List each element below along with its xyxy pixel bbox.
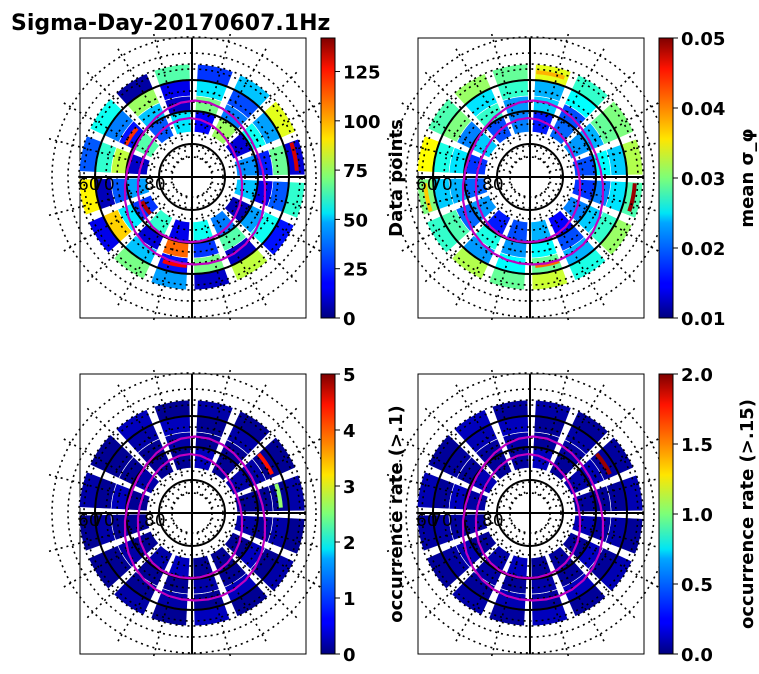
grid-circle-outer [416,63,644,291]
colorbar-tick-label: 100 [343,112,381,133]
colorbar-tick-label: 1.0 [681,505,713,526]
colorbar: 0 1 2 3 4 5 occurrence rate (>.1) [320,365,407,666]
colorbar: 0.0 0.5 1.0 1.5 2.0 occurrence rate (>.15) [658,365,758,666]
colorbar-label: occurrence rate (>.1) [386,405,407,622]
colorbar-tick-label: 5 [343,365,356,386]
lat-label: 70 [93,511,115,531]
colorbar-tick-label: 2.0 [681,365,713,386]
grid-circle-dotted [67,52,317,302]
colorbar-tick-label: 125 [343,63,381,84]
colorbar-tick-label: 75 [343,161,368,182]
lat-label: 60 [416,511,438,531]
colorbar-tick-label: 0.03 [681,169,725,190]
heatmap-highlight [627,183,637,212]
colorbar-gradient [658,37,674,319]
magenta-contour [461,99,605,266]
colorbar: 0 25 50 75 100 125 Data points [320,37,407,330]
colorbar-tick-label: 0.02 [681,239,725,260]
lat-label: 70 [431,175,453,195]
heatmap-highlight [124,126,139,146]
lat-label: 70 [431,511,453,531]
magenta-contour [136,116,244,244]
heatmap-highlight [140,200,152,216]
colorbar-tick-label: 1 [343,589,356,610]
magenta-contour [136,452,244,580]
colorbar-tick-label: 0.05 [681,29,725,50]
grid-circle-dotted [67,388,317,638]
colorbar-tick-label: 0 [343,645,356,666]
heatmap-highlight [257,452,274,475]
magenta-contour [474,116,582,244]
colorbar-tick-label: 0 [343,309,356,330]
lat-label: 80 [144,175,166,195]
colorbar-gradient [658,373,674,655]
colorbar-gradient [320,373,336,655]
lat-label: 80 [144,511,166,531]
grid-circle-dotted [405,388,655,638]
colorbar-tick-label: 1.5 [681,435,713,456]
grid-circle-dotted [405,52,655,302]
colorbar-tick-label: 2 [343,533,356,554]
lat-label: 60 [78,511,100,531]
colorbar-tick-label: 3 [343,477,356,498]
magenta-contour [123,435,267,602]
grid-circle-outer [78,399,306,627]
lat-label: 70 [93,175,115,195]
magenta-contour [474,452,582,580]
heatmap-highlight [274,483,283,508]
colorbar-tick-label: 50 [343,210,368,231]
colorbar-gradient [320,37,336,319]
magenta-contour [123,99,267,266]
heatmap-highlight [162,259,187,268]
heatmap-highlight [595,452,612,475]
colorbar-label: Data points [386,119,407,237]
grid-circle-outer [78,63,306,291]
heatmap-highlight [423,183,433,212]
lat-label: 80 [482,175,504,195]
grid-circle-outer [416,399,644,627]
colorbar: 0.01 0.02 0.03 0.04 0.05 mean σ_φ [658,29,758,330]
heatmap-highlight [289,142,299,171]
colorbar-tick-label: 0.04 [681,99,725,120]
heatmap-highlight [536,70,565,80]
lat-label: 60 [416,175,438,195]
colorbar-label: mean σ_φ [737,128,758,227]
lat-label: 80 [482,511,504,531]
colorbar-tick-label: 25 [343,260,368,281]
lat-label: 60 [78,175,100,195]
colorbar-tick-label: 0.0 [681,645,713,666]
colorbar-tick-label: 0.01 [681,309,725,330]
colorbar-tick-label: 0.5 [681,575,713,596]
colorbar-label: occurrence rate (>.15) [737,399,758,629]
colorbar-tick-label: 4 [343,421,356,442]
figure-title: Sigma-Day-20170607.1Hz [11,11,330,36]
magenta-contour [461,435,605,602]
